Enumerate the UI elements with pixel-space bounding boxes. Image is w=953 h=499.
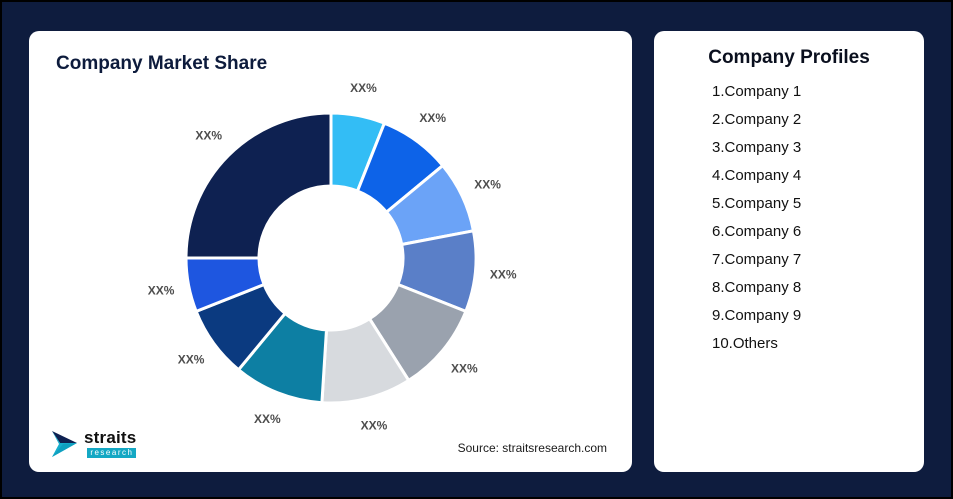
profile-item: 3.Company 3 bbox=[712, 139, 802, 156]
profiles-list: 1.Company 1 2.Company 2 3.Company 3 4.Compa… bbox=[654, 83, 924, 352]
profiles-title: Company Profiles bbox=[708, 47, 870, 68]
donut-chart: XX% XX% XX% XX% XX% XX% XX% XX% XX% XX% bbox=[148, 81, 517, 433]
profile-item: 5.Company 5 bbox=[712, 195, 802, 212]
slice-label-5: XX% bbox=[451, 361, 478, 375]
profile-item: 1.Company 1 bbox=[712, 83, 802, 100]
slice-label-6: XX% bbox=[361, 419, 388, 433]
straits-logo: straits research bbox=[51, 428, 137, 458]
slice-label-8: XX% bbox=[178, 353, 205, 367]
straits-logo-icon bbox=[52, 430, 77, 457]
slice-label-10: XX% bbox=[195, 129, 222, 143]
logo-subtitle: research bbox=[87, 448, 137, 458]
slice-label-9: XX% bbox=[148, 283, 175, 297]
profile-item: 8.Company 8 bbox=[712, 279, 802, 296]
slice-label-1: XX% bbox=[350, 81, 377, 95]
slice-label-3: XX% bbox=[474, 177, 501, 191]
logo-name: straits bbox=[84, 428, 137, 447]
donut-slice-10 bbox=[184, 111, 333, 260]
profile-item: 4.Company 4 bbox=[712, 167, 802, 184]
profile-item: 6.Company 6 bbox=[712, 223, 802, 240]
profile-item: 2.Company 2 bbox=[712, 111, 802, 128]
chart-title: Company Market Share bbox=[56, 53, 268, 74]
straits-logo-text: straits research bbox=[84, 428, 137, 458]
source-text: Source: straitsresearch.com bbox=[457, 441, 607, 455]
profile-item: 10.Others bbox=[712, 335, 778, 352]
slice-label-7: XX% bbox=[254, 412, 281, 426]
slice-label-4: XX% bbox=[490, 267, 517, 281]
profile-item: 9.Company 9 bbox=[712, 307, 802, 324]
company-profiles-card: Company Profiles 1.Company 1 2.Company 2 3… bbox=[654, 31, 924, 472]
slice-label-2: XX% bbox=[419, 111, 446, 125]
profile-item: 7.Company 7 bbox=[712, 251, 802, 268]
market-share-card: Company Market Share XX% XX% XX% XX% XX% XX% X… bbox=[29, 31, 632, 472]
